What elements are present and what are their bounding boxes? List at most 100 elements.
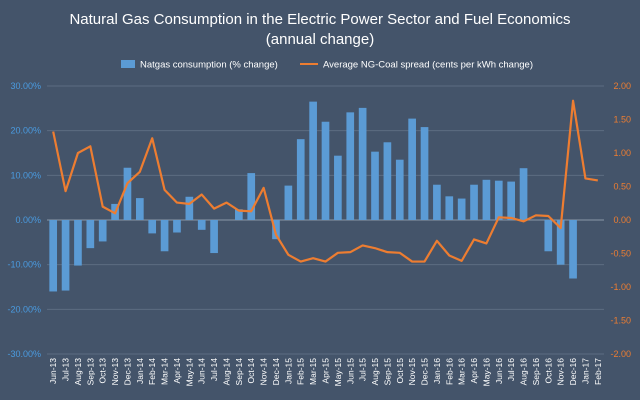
x-tick-label: Feb-15: [296, 358, 306, 385]
bar: [334, 155, 342, 220]
x-tick-label: Mar-16: [457, 358, 467, 385]
x-tick-label: Nov-13: [110, 358, 120, 386]
bar: [556, 220, 565, 265]
bar: [420, 127, 429, 220]
x-tick-label: Nov-14: [259, 358, 269, 386]
chart-title: Natural Gas Consumption in the Electric …: [69, 11, 570, 28]
x-tick-label: Jan-15: [283, 358, 293, 384]
bar: [482, 179, 491, 220]
bar: [197, 220, 206, 230]
bar: [433, 184, 441, 220]
bar: [383, 142, 392, 220]
right-axis: 2.00 1.50 1.00 0.50 0.00 -0.50 -1.00 -1.50 -2.00: [610, 81, 631, 359]
x-tick-label: May-16: [481, 358, 491, 387]
x-tick-label: Jun-14: [197, 358, 207, 384]
line-series: [52, 99, 598, 263]
x-tick-label: Apr-14: [172, 358, 182, 384]
x-tick-label: May-14: [184, 358, 194, 387]
x-tick-label: Sep-13: [85, 358, 95, 386]
bar: [185, 196, 194, 220]
x-tick-label: Jan-14: [135, 358, 145, 384]
bar: [358, 107, 367, 220]
x-tick-label: Jan-17: [580, 358, 590, 384]
left-axis: 30.00% 20.00% 10.00% 0.00% -10.00% -20.00% -30…: [7, 81, 41, 359]
bar: [49, 220, 58, 292]
bar: [284, 185, 293, 220]
y-right-tick-label: 0.00: [613, 215, 631, 225]
x-tick-label: Apr-16: [469, 358, 479, 384]
x-tick-label: Feb-16: [444, 358, 454, 385]
x-tick-label: Jul-15: [358, 358, 368, 381]
bar: [74, 220, 82, 266]
y-left-tick-label: 20.00%: [10, 126, 41, 136]
x-tick-label: Aug-16: [519, 358, 529, 386]
x-tick-label: Apr-15: [321, 358, 331, 384]
y-left-tick-label: -10.00%: [7, 260, 41, 270]
bar: [61, 220, 70, 291]
x-tick-label: Oct-13: [98, 358, 108, 384]
bar: [470, 184, 478, 220]
bar: [395, 159, 404, 220]
x-tick-label: Mar-15: [308, 358, 318, 385]
bar: [321, 121, 330, 220]
bar-series: [49, 101, 577, 292]
x-tick-label: Jan-16: [432, 358, 442, 384]
x-tick-label: Aug-15: [370, 358, 380, 386]
x-tick-label: Dec-16: [568, 358, 578, 386]
x-tick-label: Aug-14: [221, 358, 231, 386]
x-tick-label: Sep-16: [531, 358, 541, 386]
bar: [173, 220, 181, 233]
x-tick-label: Sep-15: [382, 358, 392, 386]
legend-swatch-bars: [121, 60, 135, 68]
x-tick-label: Oct-14: [246, 358, 256, 384]
x-tick-label: Jun-15: [345, 358, 355, 384]
bar: [519, 168, 528, 220]
y-right-tick-label: -0.50: [610, 249, 631, 259]
bar: [272, 220, 280, 240]
x-axis: Jun-13 Jul-13 Aug-13 Sep-13 Oct-13 Nov-13 Dec-…: [48, 358, 603, 387]
bar: [235, 209, 243, 220]
x-tick-label: Jul-16: [506, 358, 516, 381]
x-tick-label: Mar-14: [160, 358, 170, 385]
y-right-tick-label: 2.00: [613, 81, 631, 91]
bar: [569, 220, 577, 279]
legend-label-bars: Natgas consumption (% change): [140, 60, 278, 71]
series-line: [52, 99, 598, 263]
y-left-tick-label: 0.00%: [15, 215, 41, 225]
x-tick-label: Oct-15: [395, 358, 405, 384]
y-left-tick-label: -30.00%: [7, 349, 41, 359]
x-tick-label: Dec-14: [271, 358, 281, 386]
bar: [346, 112, 355, 220]
bar: [210, 220, 218, 254]
bar: [457, 198, 466, 220]
bar: [136, 198, 144, 220]
x-tick-label: Nov-16: [556, 358, 566, 386]
x-tick-label: Feb-14: [147, 358, 157, 385]
bar: [98, 220, 107, 242]
x-tick-label: Jun-13: [48, 358, 58, 384]
bar: [86, 220, 95, 249]
x-tick-label: Dec-15: [420, 358, 430, 386]
bar: [408, 118, 416, 220]
bar: [123, 167, 132, 220]
bar: [160, 220, 169, 252]
y-right-tick-label: 1.50: [613, 115, 631, 125]
x-tick-label: Oct-16: [543, 358, 553, 384]
bar: [445, 196, 454, 220]
y-right-tick-label: -1.00: [610, 282, 631, 292]
y-left-tick-label: 30.00%: [10, 81, 41, 91]
y-right-tick-label: 0.50: [613, 182, 631, 192]
y-left-tick-label: 10.00%: [10, 170, 41, 180]
bar: [309, 101, 317, 220]
x-tick-label: Jul-13: [61, 358, 71, 381]
x-tick-label: Dec-13: [122, 358, 132, 386]
y-right-tick-label: -2.00: [610, 349, 631, 359]
bar: [296, 139, 305, 220]
chart-subtitle: (annual change): [266, 31, 374, 48]
legend: Natgas consumption (% change) Average NG…: [121, 60, 533, 71]
bar: [148, 220, 157, 234]
bar: [494, 180, 503, 220]
x-tick-label: Aug-13: [73, 358, 83, 386]
x-tick-label: May-15: [333, 358, 343, 387]
